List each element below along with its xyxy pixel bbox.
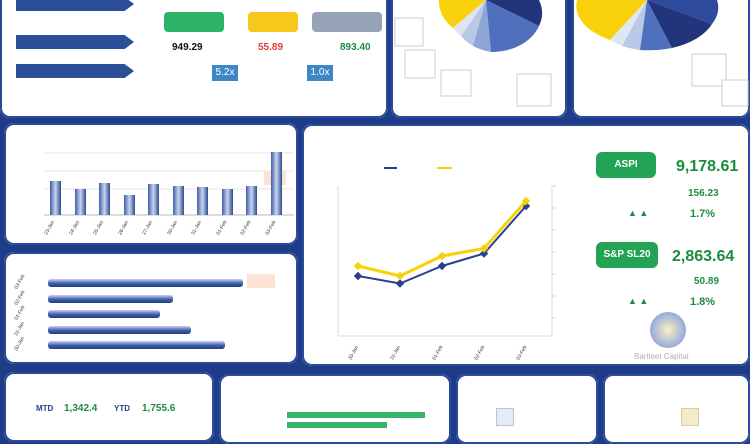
pie-panel-2 [572,0,750,118]
box-icon [681,408,699,426]
bar-31-Jan [197,187,208,215]
green-pill [164,12,224,32]
widget-panel-1 [456,374,598,444]
aspi-change: 156.23 [688,188,719,199]
ratio-badge-1: 5.2x [212,65,238,81]
bar-23-Jan [50,181,61,215]
hbar-02-Feb [48,294,173,303]
bar-26-Jan [123,194,135,215]
nav-arrow-3[interactable] [16,64,134,78]
sp-arrows-icon: ▲ ▲ [628,296,649,306]
yellow-pill [248,12,298,32]
ytd-label: YTD [114,404,130,413]
mtd-value: 1,342.4 [64,403,98,414]
widget-panel-2 [603,374,750,444]
y-tick-label: 01-Feb [13,304,27,322]
y-tick-label: 02-Feb [13,289,27,306]
value-positive: 893.40 [340,42,371,53]
pie-chart-2 [576,0,749,107]
ratio-badge-2: 1.0x [307,65,333,81]
daily-bar-panel: 23-Jan 24-Jan 25-Jan 26-Jan 27-Jan 30-Jan 31-J… [4,123,298,245]
point-0-2 [437,261,447,271]
point-0-3 [479,249,489,258]
point-0-0 [353,271,363,281]
sp-pct: 1.8% [690,296,716,308]
summary-panel: 949.29 55.89 893.40 5.2x 1.0x [0,0,388,118]
nav-arrow-2[interactable] [16,35,134,49]
y-tick-label: 03-Feb [13,273,27,291]
green-bar-1 [287,412,425,418]
aspi-pct: 1.7% [690,208,716,220]
sp-change: 50.89 [694,276,720,287]
bar-27-Jan [148,184,159,215]
cube-icon [496,408,514,426]
bar-30-Jan [172,185,184,215]
highlight-box [247,274,275,288]
ytd-value: 1,755.6 [142,403,176,414]
company-logo [650,312,686,348]
mtd-label: MTD [36,404,54,413]
hbar-03-Feb [48,279,243,287]
point-1-3 [479,244,489,253]
point-1-0 [353,261,363,271]
bar-01-Feb [221,188,233,215]
value-negative: 55.89 [258,42,284,53]
point-1-1 [395,271,405,281]
green-bar-2 [287,422,387,428]
hbar-panel: 03-Feb 02-Feb 01-Feb 31-Jan 30-Jan [4,252,298,364]
y-tick-label: 30-Jan [13,335,27,353]
bar-02-Feb [246,185,257,215]
y-tick-label: 31-Jan [13,320,27,337]
line-chart [337,167,556,337]
point-0-1 [395,279,405,288]
value-total: 949.29 [172,42,203,53]
bar-03-Feb [270,152,282,215]
hbar-31-Jan [48,325,191,334]
index-panel: 30-Jan 31-Jan 01-Feb 02-Feb 03-Feb ASPI 9,17… [302,124,750,366]
aspi-arrows-icon: ▲ ▲ [628,208,649,218]
logo-caption: Bartleet Capital [634,352,689,361]
aspi-label[interactable]: ASPI [596,152,656,178]
hbar-30-Jan [48,341,225,349]
aspi-value: 9,178.61 [676,158,739,175]
mtd-ytd-panel: MTD 1,342.4 YTD 1,755.6 [4,372,214,442]
hbar-01-Feb [48,310,160,318]
pie-panel-1 [391,0,567,118]
grey-pill [312,12,382,32]
green-bar-panel [219,374,451,444]
nav-arrow-1[interactable] [16,0,134,11]
bar-24-Jan [74,188,86,215]
pie-chart-1 [394,0,552,107]
sp-label[interactable]: S&P SL20 [596,242,658,268]
point-1-2 [437,251,447,261]
sp-value: 2,863.64 [672,248,735,265]
bar-25-Jan [99,182,110,215]
